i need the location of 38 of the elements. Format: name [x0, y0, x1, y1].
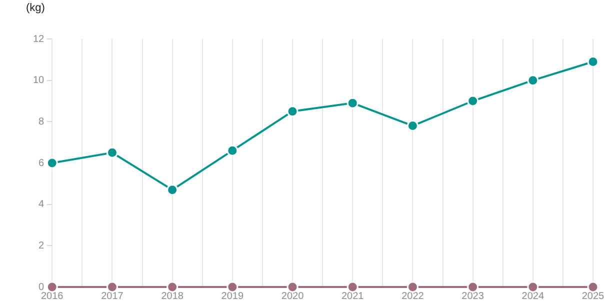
x-tick-label: 2022 — [402, 290, 424, 302]
point — [587, 56, 599, 68]
x-tick-label: 2018 — [161, 290, 184, 302]
x-tick-label: 2017 — [101, 290, 124, 302]
point — [166, 281, 178, 293]
point — [467, 281, 479, 293]
x-tick-label: 2020 — [281, 290, 304, 302]
point — [46, 157, 58, 169]
point — [106, 281, 118, 293]
point — [226, 144, 238, 156]
point — [587, 281, 599, 293]
x-tick-label: 2025 — [582, 290, 605, 302]
point — [106, 146, 118, 158]
y-tick-label: 2 — [38, 240, 45, 252]
point — [527, 281, 539, 293]
point — [346, 97, 358, 109]
y-tick-label: 12 — [33, 34, 45, 45]
point — [346, 281, 358, 293]
y-tick-label: 0 — [38, 282, 45, 293]
x-tick-label: 2016 — [41, 290, 64, 302]
point — [166, 184, 178, 196]
point — [467, 95, 479, 107]
y-axis-title: (kg) — [26, 2, 45, 14]
point — [226, 281, 238, 293]
x-tick-label: 2021 — [341, 290, 364, 302]
point — [406, 120, 418, 132]
point — [46, 281, 58, 293]
point — [286, 106, 298, 118]
y-tick-label: 4 — [38, 199, 45, 210]
x-tick-label: 2023 — [462, 290, 484, 302]
y-tick-label: 6 — [38, 158, 45, 169]
point — [406, 281, 418, 293]
point — [286, 281, 298, 293]
point — [527, 74, 539, 86]
x-tick-label: 2024 — [522, 290, 544, 302]
y-tick-label: 10 — [33, 75, 45, 86]
x-tick-label: 2019 — [221, 290, 244, 302]
y-tick-label: 8 — [38, 116, 45, 128]
